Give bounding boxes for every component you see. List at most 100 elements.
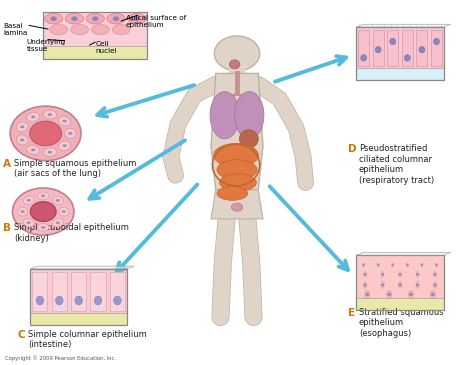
Ellipse shape <box>27 221 31 224</box>
Bar <box>30 269 127 313</box>
Polygon shape <box>211 73 263 190</box>
Text: Stratified squamous
epithelium
(esophagus): Stratified squamous epithelium (esophagu… <box>359 308 444 338</box>
Ellipse shape <box>409 291 413 298</box>
Ellipse shape <box>17 135 28 145</box>
Ellipse shape <box>399 272 401 277</box>
Ellipse shape <box>416 273 419 276</box>
Text: D: D <box>348 144 357 154</box>
Bar <box>373 30 383 66</box>
Ellipse shape <box>362 264 365 266</box>
Ellipse shape <box>107 14 125 24</box>
Bar <box>356 255 444 310</box>
Bar <box>43 46 147 59</box>
Ellipse shape <box>392 264 394 266</box>
Ellipse shape <box>434 272 437 277</box>
Bar <box>71 272 86 311</box>
Bar <box>356 298 444 310</box>
Text: Simple cuboidal epithelium
(kidney): Simple cuboidal epithelium (kidney) <box>14 223 129 243</box>
Text: Simple squamous epithelium
(air sacs of the lung): Simple squamous epithelium (air sacs of … <box>14 159 137 178</box>
Ellipse shape <box>363 263 365 267</box>
Ellipse shape <box>71 16 78 21</box>
Ellipse shape <box>381 282 384 288</box>
Ellipse shape <box>381 273 384 276</box>
Ellipse shape <box>364 273 367 276</box>
Bar <box>417 30 428 66</box>
Ellipse shape <box>92 16 98 21</box>
Ellipse shape <box>68 132 73 135</box>
Ellipse shape <box>377 264 380 266</box>
Ellipse shape <box>27 112 40 122</box>
Ellipse shape <box>37 192 49 200</box>
Bar <box>356 27 444 80</box>
Ellipse shape <box>364 272 366 277</box>
Bar <box>30 269 127 325</box>
Ellipse shape <box>43 110 56 119</box>
Ellipse shape <box>134 16 140 21</box>
Bar <box>32 272 47 311</box>
Ellipse shape <box>431 293 435 296</box>
Ellipse shape <box>112 24 130 35</box>
Polygon shape <box>356 24 451 27</box>
Ellipse shape <box>420 264 423 266</box>
Ellipse shape <box>231 203 243 211</box>
Ellipse shape <box>399 273 401 276</box>
Ellipse shape <box>392 263 393 267</box>
Ellipse shape <box>365 293 369 296</box>
Ellipse shape <box>94 296 102 305</box>
Ellipse shape <box>20 126 24 128</box>
Ellipse shape <box>63 120 67 123</box>
Bar <box>229 53 245 73</box>
Ellipse shape <box>210 92 239 139</box>
Circle shape <box>214 36 260 71</box>
Ellipse shape <box>375 46 381 53</box>
Ellipse shape <box>55 221 60 224</box>
Bar <box>43 12 147 46</box>
Bar <box>91 272 106 311</box>
Ellipse shape <box>217 160 257 180</box>
Bar <box>52 272 67 311</box>
Ellipse shape <box>214 143 258 167</box>
Ellipse shape <box>364 282 367 288</box>
Ellipse shape <box>55 296 63 305</box>
Ellipse shape <box>399 284 401 287</box>
Bar <box>356 255 444 298</box>
Ellipse shape <box>381 284 384 287</box>
Ellipse shape <box>430 291 435 298</box>
Ellipse shape <box>48 151 52 154</box>
Ellipse shape <box>419 46 425 53</box>
Ellipse shape <box>416 272 419 277</box>
Ellipse shape <box>365 291 370 298</box>
Ellipse shape <box>43 148 56 157</box>
Ellipse shape <box>62 210 66 213</box>
Ellipse shape <box>65 14 83 24</box>
Text: Basal
lamina: Basal lamina <box>3 23 27 35</box>
Ellipse shape <box>433 273 437 276</box>
Ellipse shape <box>50 24 68 35</box>
Text: Apical surface of
epithelium: Apical surface of epithelium <box>126 15 186 27</box>
Ellipse shape <box>433 282 437 288</box>
Circle shape <box>30 201 56 222</box>
Ellipse shape <box>390 38 396 45</box>
Ellipse shape <box>86 14 104 24</box>
Text: C: C <box>17 330 25 340</box>
Text: Copyright © 2009 Pearson Education, Inc.: Copyright © 2009 Pearson Education, Inc. <box>5 356 117 361</box>
Ellipse shape <box>113 16 119 21</box>
Bar <box>402 30 413 66</box>
Ellipse shape <box>37 224 49 231</box>
Polygon shape <box>30 266 134 269</box>
Ellipse shape <box>377 263 379 267</box>
Ellipse shape <box>58 116 71 126</box>
Text: E: E <box>348 308 355 318</box>
Bar <box>356 68 444 80</box>
Ellipse shape <box>407 263 408 267</box>
Ellipse shape <box>239 130 258 148</box>
Ellipse shape <box>23 196 34 204</box>
Ellipse shape <box>55 199 60 202</box>
Polygon shape <box>356 253 451 255</box>
Ellipse shape <box>361 55 366 61</box>
Text: Cell
nuclei: Cell nuclei <box>95 41 117 54</box>
Ellipse shape <box>31 115 36 118</box>
Ellipse shape <box>36 296 44 305</box>
Ellipse shape <box>409 293 413 296</box>
Ellipse shape <box>18 207 27 216</box>
